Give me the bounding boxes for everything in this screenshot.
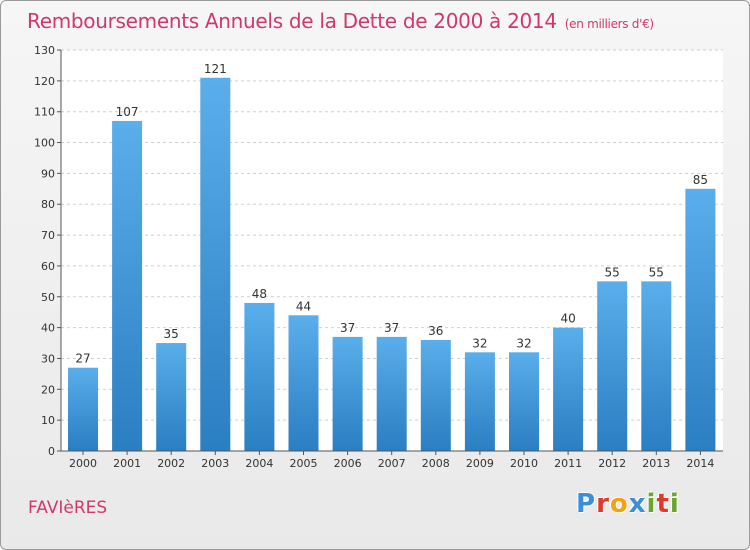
logo-letter: o — [609, 489, 629, 519]
y-tick-label: 70 — [41, 229, 55, 242]
chart-subtitle: (en milliers d'€) — [564, 17, 654, 31]
x-tick-label: 2003 — [201, 457, 229, 470]
y-tick-label: 80 — [41, 198, 55, 211]
x-tick-label: 2014 — [686, 457, 714, 470]
bars: 27 107 35 121 48 44 37 37 36 32 32 40 55 55 85 — [68, 62, 716, 452]
y-tick-label: 130 — [34, 44, 55, 57]
y-axis: 0 10 20 30 40 50 60 70 80 90 100 110 120 130 — [34, 44, 62, 458]
bar-2012[interactable] — [597, 281, 628, 451]
bar-2011[interactable] — [553, 327, 584, 451]
x-tick-label: 2000 — [69, 457, 97, 470]
y-tick-label: 40 — [41, 322, 55, 335]
y-tick-label: 60 — [41, 260, 55, 273]
data-label: 35 — [164, 327, 179, 341]
logo-letter: i — [669, 489, 680, 519]
data-label: 40 — [560, 312, 575, 326]
x-tick-label: 2002 — [157, 457, 185, 470]
bar-2005[interactable] — [288, 315, 319, 451]
logo-letter: r — [596, 489, 610, 519]
bar-2008[interactable] — [420, 339, 451, 451]
bar-2003[interactable] — [200, 77, 231, 451]
bar-2014[interactable] — [685, 188, 716, 452]
x-tick-label: 2004 — [245, 457, 273, 470]
data-label: 55 — [649, 265, 664, 279]
x-axis: 2000 2001 2002 2003 2004 2005 2006 2007 2008 2009… — [61, 450, 723, 470]
data-label: 27 — [75, 352, 90, 366]
y-tick-label: 110 — [34, 106, 55, 119]
data-label: 121 — [204, 62, 227, 76]
data-label: 107 — [116, 105, 139, 119]
x-tick-label: 2010 — [510, 457, 538, 470]
y-tick-label: 50 — [41, 291, 55, 304]
y-tick-label: 0 — [48, 445, 55, 458]
bar-2007[interactable] — [376, 336, 407, 451]
chart-title: Remboursements Annuels de la Dette de 20… — [27, 9, 654, 33]
bar-2000[interactable] — [68, 367, 98, 451]
data-label: 32 — [472, 336, 487, 350]
data-label: 48 — [252, 287, 267, 301]
data-label: 55 — [605, 265, 620, 279]
x-tick-label: 2005 — [290, 457, 318, 470]
logo-letter: t — [656, 489, 670, 519]
data-label: 37 — [340, 321, 355, 335]
x-tick-label: 2011 — [554, 457, 582, 470]
data-label: 36 — [428, 324, 443, 338]
y-tick-label: 100 — [34, 137, 55, 150]
logo-letter: i — [646, 489, 657, 519]
data-label: 85 — [693, 173, 708, 187]
bar-2006[interactable] — [332, 336, 363, 451]
commune-name: FAVIèRES — [28, 498, 108, 518]
x-tick-label: 2006 — [334, 457, 362, 470]
data-label: 37 — [384, 321, 399, 335]
x-tick-label: 2008 — [422, 457, 450, 470]
x-tick-label: 2001 — [113, 457, 141, 470]
x-tick-label: 2013 — [642, 457, 670, 470]
data-label: 44 — [296, 299, 311, 313]
x-tick-label: 2009 — [466, 457, 494, 470]
y-tick-label: 90 — [41, 167, 55, 180]
bar-2001[interactable] — [112, 120, 143, 451]
bar-2009[interactable] — [464, 352, 495, 451]
chart-title-text: Remboursements Annuels de la Dette de 20… — [27, 9, 557, 33]
bar-2002[interactable] — [156, 343, 187, 451]
data-label: 32 — [516, 336, 531, 350]
bar-2010[interactable] — [509, 352, 539, 451]
bar-2004[interactable] — [244, 302, 275, 451]
y-tick-label: 120 — [34, 75, 55, 88]
logo-letter: x — [628, 489, 647, 519]
logo-letter: P — [576, 489, 597, 519]
y-tick-label: 10 — [41, 414, 55, 427]
y-tick-label: 20 — [41, 383, 55, 396]
x-tick-label: 2007 — [378, 457, 406, 470]
y-tick-label: 30 — [41, 352, 55, 365]
proxiti-logo[interactable]: Proxiti — [576, 489, 680, 519]
bar-2013[interactable] — [641, 281, 672, 451]
x-tick-label: 2012 — [598, 457, 626, 470]
